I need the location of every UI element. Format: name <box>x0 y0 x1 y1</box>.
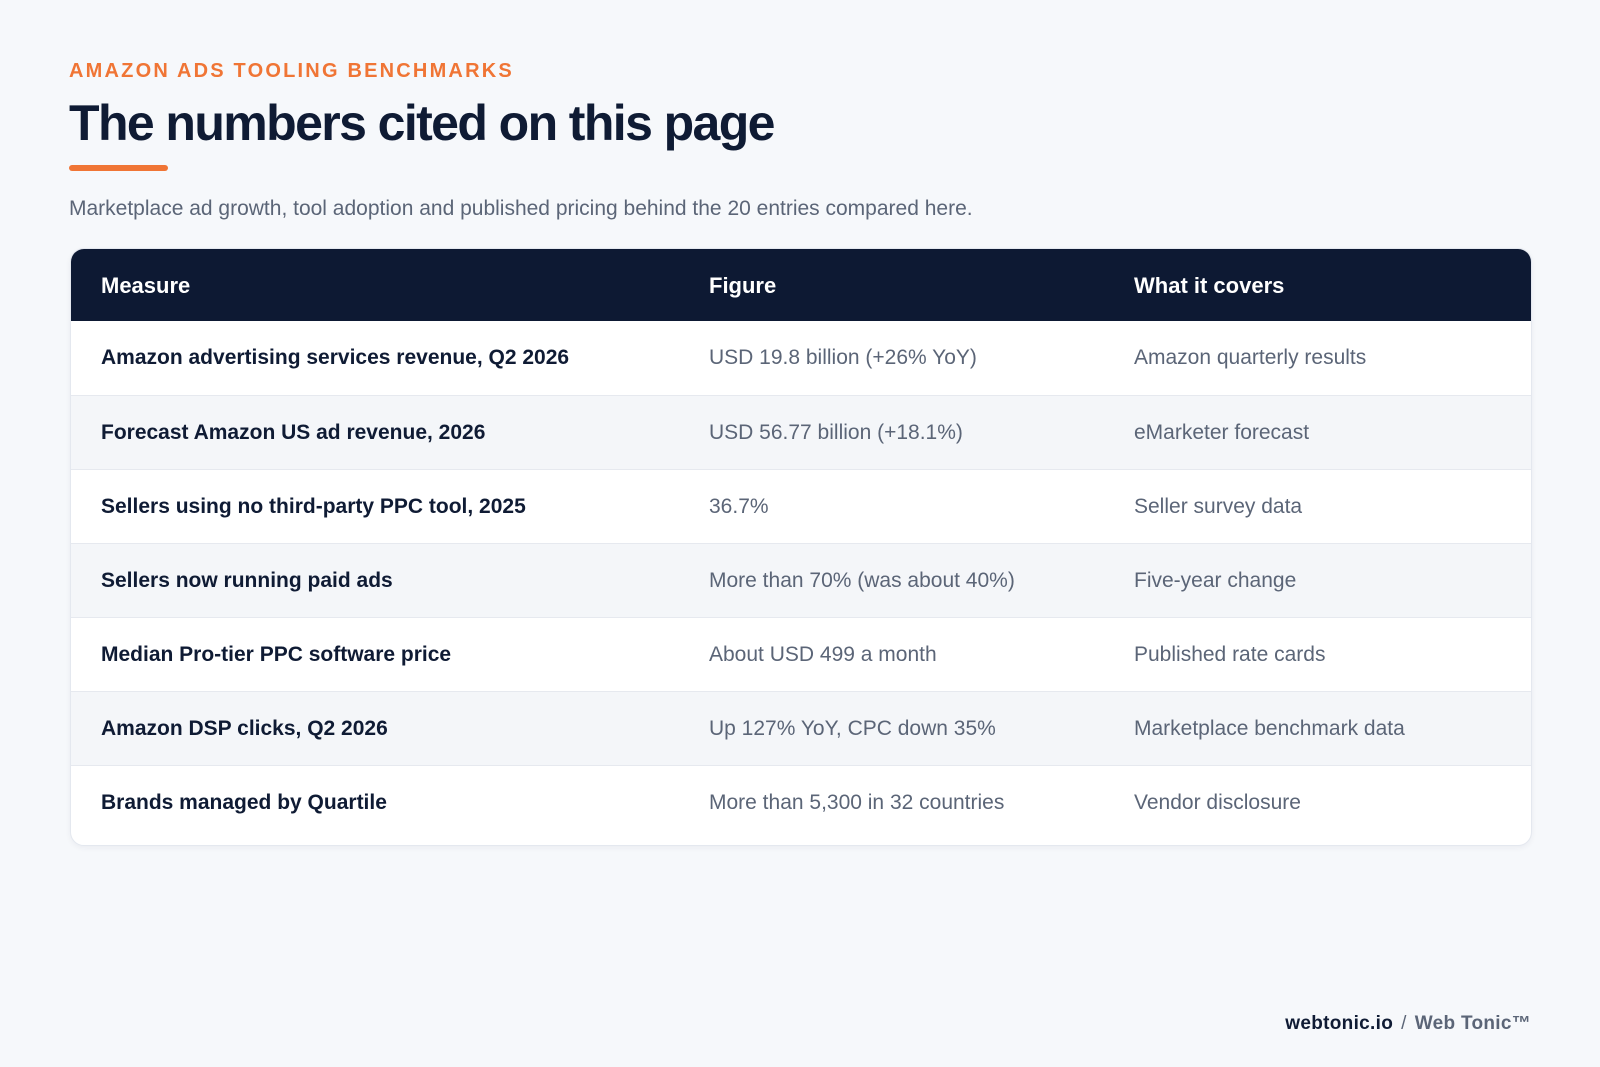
cell-figure: About USD 499 a month <box>709 642 937 666</box>
table-row: Forecast Amazon US ad revenue, 2026 USD … <box>71 395 1531 469</box>
cell-measure: Amazon advertising services revenue, Q2 … <box>101 346 570 369</box>
cell-figure: USD 19.8 billion (+26% YoY) <box>709 346 977 369</box>
footer-brand: Web Tonic™ <box>1414 1013 1531 1034</box>
cell-figure: Up 127% YoY, CPC down 35% <box>709 716 996 740</box>
cell-covers: Amazon quarterly results <box>1134 346 1367 369</box>
footer-credit: webtonic.io / Web Tonic™ <box>1285 1013 1531 1035</box>
table-row: Sellers using no third-party PPC tool, 2… <box>71 469 1531 543</box>
cell-covers: Marketplace benchmark data <box>1134 716 1405 740</box>
table-row: Sellers now running paid ads More than 7… <box>71 543 1531 617</box>
title-accent-bar <box>69 165 168 171</box>
cell-measure: Amazon DSP clicks, Q2 2026 <box>101 716 388 740</box>
cell-measure: Median Pro-tier PPC software price <box>101 642 452 666</box>
eyebrow-label: AMAZON ADS TOOLING BENCHMARKS <box>69 60 514 82</box>
footer-separator: / <box>1401 1013 1407 1034</box>
cell-covers: Seller survey data <box>1134 494 1303 518</box>
cell-covers: Published rate cards <box>1134 642 1326 666</box>
benchmarks-table: Measure Figure What it covers Amazon adv… <box>70 248 1532 846</box>
cell-covers: Five-year change <box>1134 568 1297 592</box>
cell-figure: More than 70% (was about 40%) <box>709 568 1015 592</box>
cell-covers: eMarketer forecast <box>1134 420 1310 444</box>
table-row: Amazon advertising services revenue, Q2 … <box>71 321 1531 395</box>
table-header: Measure Figure What it covers <box>71 249 1531 321</box>
cell-measure: Forecast Amazon US ad revenue, 2026 <box>101 420 486 444</box>
page-title: The numbers cited on this page <box>69 95 775 151</box>
table-row: Brands managed by Quartile More than 5,3… <box>71 765 1531 839</box>
footer-site-link[interactable]: webtonic.io <box>1285 1013 1394 1034</box>
column-header-figure: Figure <box>709 273 777 298</box>
cell-figure: USD 56.77 billion (+18.1%) <box>709 420 963 444</box>
table-row: Median Pro-tier PPC software price About… <box>71 617 1531 691</box>
cell-measure: Brands managed by Quartile <box>101 790 387 814</box>
cell-figure: 36.7% <box>709 494 769 518</box>
table-row: Amazon DSP clicks, Q2 2026 Up 127% YoY, … <box>71 691 1531 765</box>
cell-figure: More than 5,300 in 32 countries <box>709 790 1005 814</box>
cell-covers: Vendor disclosure <box>1134 790 1301 814</box>
column-header-covers: What it covers <box>1134 273 1285 298</box>
page-subtitle: Marketplace ad growth, tool adoption and… <box>69 197 973 220</box>
table-body: Amazon advertising services revenue, Q2 … <box>71 321 1531 839</box>
column-header-measure: Measure <box>101 273 191 298</box>
cell-measure: Sellers using no third-party PPC tool, 2… <box>101 494 526 518</box>
cell-measure: Sellers now running paid ads <box>101 568 393 592</box>
